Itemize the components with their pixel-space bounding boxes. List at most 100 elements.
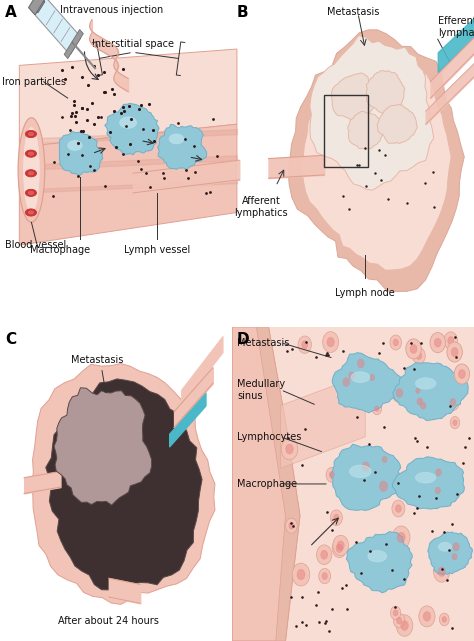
Point <box>375 145 383 155</box>
Point <box>74 138 82 149</box>
Polygon shape <box>281 374 365 468</box>
Circle shape <box>396 388 403 397</box>
Text: B: B <box>237 5 249 20</box>
Ellipse shape <box>26 189 36 197</box>
Point <box>284 433 292 443</box>
Circle shape <box>416 352 422 360</box>
Circle shape <box>423 612 430 621</box>
Point <box>191 167 199 177</box>
Point <box>67 111 74 121</box>
Point <box>323 348 331 358</box>
Text: Iron particles: Iron particles <box>2 77 66 87</box>
Point <box>377 175 384 185</box>
Text: Macrophage: Macrophage <box>237 479 297 489</box>
Polygon shape <box>46 379 202 593</box>
Ellipse shape <box>28 211 34 214</box>
Point <box>447 401 454 411</box>
Point <box>68 108 75 119</box>
Circle shape <box>321 551 328 559</box>
Circle shape <box>416 388 420 394</box>
Polygon shape <box>72 29 83 46</box>
Circle shape <box>317 545 332 565</box>
Point <box>410 364 418 374</box>
Point <box>298 617 306 627</box>
Circle shape <box>298 336 311 353</box>
Ellipse shape <box>438 542 452 551</box>
Point <box>375 348 383 358</box>
Text: Lymph node: Lymph node <box>335 288 395 297</box>
Point <box>417 338 425 348</box>
Point <box>413 503 420 513</box>
Point <box>84 80 91 90</box>
Circle shape <box>419 606 435 627</box>
Point <box>448 519 456 529</box>
Point <box>380 422 388 432</box>
Circle shape <box>458 370 465 378</box>
Circle shape <box>334 514 339 521</box>
Text: A: A <box>5 5 17 20</box>
Point <box>112 142 120 152</box>
Circle shape <box>375 406 379 412</box>
Point <box>441 526 448 537</box>
Point <box>365 439 373 449</box>
Circle shape <box>434 562 450 582</box>
Point <box>391 602 399 612</box>
Circle shape <box>406 339 421 359</box>
Point <box>190 141 198 151</box>
Point <box>321 618 329 628</box>
Point <box>462 442 469 453</box>
Point <box>78 72 85 82</box>
Circle shape <box>435 487 440 494</box>
Point <box>149 124 156 135</box>
Text: Efferent
lymphatics: Efferent lymphatics <box>438 16 474 38</box>
Circle shape <box>286 444 293 454</box>
Point <box>97 112 105 122</box>
Circle shape <box>286 518 297 533</box>
Point <box>384 194 392 204</box>
Circle shape <box>417 398 422 405</box>
Point <box>289 521 296 531</box>
Circle shape <box>417 397 429 413</box>
Ellipse shape <box>68 140 82 151</box>
Circle shape <box>392 526 410 549</box>
Ellipse shape <box>349 465 371 478</box>
Circle shape <box>450 399 456 406</box>
Point <box>73 107 80 117</box>
Point <box>301 424 309 434</box>
Ellipse shape <box>26 170 36 177</box>
Point <box>289 344 296 354</box>
Point <box>298 460 306 470</box>
Polygon shape <box>256 327 300 641</box>
Ellipse shape <box>368 551 387 562</box>
Point <box>423 442 430 452</box>
Ellipse shape <box>169 134 184 144</box>
Point <box>454 488 461 499</box>
Circle shape <box>281 438 298 460</box>
Point <box>328 604 336 614</box>
Point <box>342 580 350 590</box>
Point <box>298 592 306 603</box>
Point <box>366 545 374 556</box>
Polygon shape <box>232 327 300 641</box>
Point <box>338 583 346 593</box>
Point <box>322 349 330 360</box>
Circle shape <box>357 359 364 368</box>
Ellipse shape <box>28 172 34 175</box>
Point <box>428 526 436 536</box>
Circle shape <box>453 543 459 551</box>
Point <box>95 71 102 81</box>
Point <box>83 104 91 114</box>
Polygon shape <box>54 388 152 505</box>
Polygon shape <box>64 42 76 58</box>
Circle shape <box>395 504 401 512</box>
Point <box>146 182 154 192</box>
Circle shape <box>397 532 405 542</box>
Circle shape <box>337 541 344 550</box>
Polygon shape <box>288 30 465 292</box>
Circle shape <box>362 462 369 471</box>
Point <box>344 604 351 615</box>
Ellipse shape <box>18 118 45 222</box>
Point <box>160 173 167 183</box>
Circle shape <box>449 538 463 556</box>
Point <box>283 346 291 356</box>
